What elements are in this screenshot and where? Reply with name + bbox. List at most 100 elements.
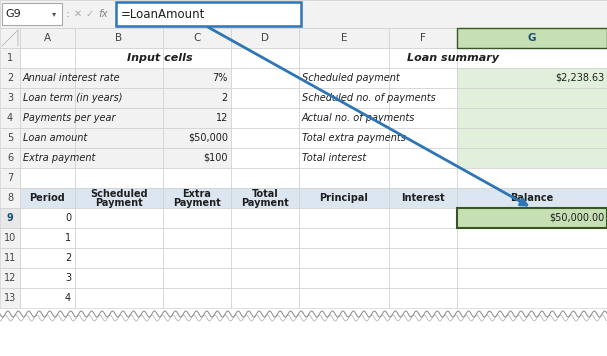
Bar [0, 268, 20, 288]
Bar [163, 28, 231, 48]
Text: $100: $100 [203, 153, 228, 163]
Text: Actual no. of payments: Actual no. of payments [302, 113, 415, 123]
Bar [299, 88, 389, 108]
Text: Loan term (in years): Loan term (in years) [23, 93, 123, 103]
Bar [163, 188, 231, 208]
Bar [231, 168, 299, 188]
Bar [457, 288, 607, 308]
Bar [75, 228, 163, 248]
Bar [0, 228, 20, 248]
Text: =LoanAmount: =LoanAmount [121, 7, 205, 21]
Bar [163, 228, 231, 248]
Text: 6: 6 [7, 153, 13, 163]
Bar [299, 148, 389, 168]
Bar [299, 188, 389, 208]
Text: Extra: Extra [183, 189, 211, 199]
Bar [299, 68, 389, 88]
Text: 7: 7 [7, 173, 13, 183]
Bar [20, 128, 75, 148]
Bar [457, 128, 607, 148]
Text: Total: Total [252, 189, 279, 199]
Text: G: G [527, 33, 536, 43]
Bar [0, 108, 20, 128]
Bar [231, 208, 299, 228]
Bar [457, 88, 607, 108]
Bar [389, 108, 457, 128]
Bar [163, 268, 231, 288]
Bar [457, 208, 607, 228]
Text: Loan summary: Loan summary [407, 53, 499, 63]
Text: Extra payment: Extra payment [23, 153, 95, 163]
Bar [457, 188, 607, 208]
Text: fx: fx [98, 9, 108, 19]
Bar [389, 248, 457, 268]
Bar [116, 2, 301, 26]
Bar [75, 28, 163, 48]
Bar [389, 268, 457, 288]
Bar [299, 248, 389, 268]
Bar [231, 28, 299, 48]
Bar [457, 48, 607, 68]
Bar [0, 28, 20, 48]
Bar [75, 48, 163, 68]
Text: Annual interest rate: Annual interest rate [23, 73, 121, 83]
Bar [299, 108, 389, 128]
Bar [2, 3, 62, 25]
Bar [231, 268, 299, 288]
Bar [457, 108, 607, 128]
Text: ✓: ✓ [86, 9, 94, 19]
Bar [75, 148, 163, 168]
Text: $2,238.63: $2,238.63 [555, 73, 604, 83]
Text: ✕: ✕ [74, 9, 82, 19]
Bar [20, 88, 75, 108]
Text: 2: 2 [222, 93, 228, 103]
Bar [299, 288, 389, 308]
Bar [163, 108, 231, 128]
Bar [75, 68, 163, 88]
Text: 9: 9 [7, 213, 13, 223]
Bar [231, 128, 299, 148]
Text: Payment: Payment [173, 198, 221, 208]
Bar [0, 88, 20, 108]
Text: 1: 1 [7, 53, 13, 63]
Bar [389, 68, 457, 88]
Bar [457, 148, 607, 168]
Bar [75, 168, 163, 188]
Bar [389, 228, 457, 248]
Bar [0, 248, 20, 268]
Bar [20, 268, 75, 288]
Bar [389, 28, 457, 48]
Bar [163, 208, 231, 228]
Bar [75, 208, 163, 228]
Bar [231, 88, 299, 108]
Bar [457, 28, 607, 48]
Bar [231, 148, 299, 168]
Text: Input cells: Input cells [127, 53, 192, 63]
Bar [299, 128, 389, 148]
Text: Payment: Payment [95, 198, 143, 208]
Text: ▾: ▾ [52, 10, 56, 19]
Bar [0, 68, 20, 88]
Bar [389, 288, 457, 308]
Bar [20, 288, 75, 308]
Bar [231, 188, 299, 208]
Bar [457, 228, 607, 248]
Text: 3: 3 [65, 273, 71, 283]
Bar [457, 248, 607, 268]
Text: 11: 11 [4, 253, 16, 263]
Text: $50,000.00: $50,000.00 [549, 213, 604, 223]
Bar [20, 208, 75, 228]
Bar [75, 108, 163, 128]
Bar [163, 148, 231, 168]
Text: 4: 4 [65, 293, 71, 303]
Bar [231, 48, 299, 68]
Bar [75, 248, 163, 268]
Bar [231, 248, 299, 268]
Bar [299, 208, 389, 228]
Text: Payment: Payment [241, 198, 289, 208]
Text: 12: 12 [215, 113, 228, 123]
Bar [457, 268, 607, 288]
Text: 0: 0 [65, 213, 71, 223]
Text: 7%: 7% [212, 73, 228, 83]
Bar [163, 68, 231, 88]
